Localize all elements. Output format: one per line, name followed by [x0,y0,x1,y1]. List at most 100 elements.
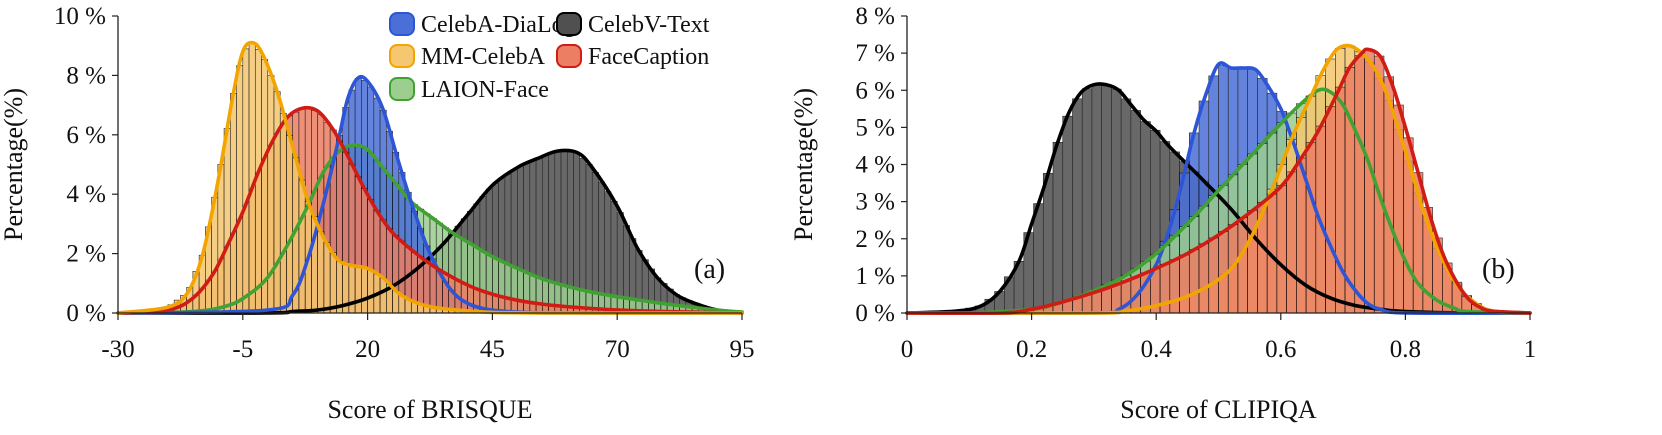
y-tick-label: 5 % [855,114,895,141]
histogram-bar [1189,249,1200,314]
histogram-bar [1091,291,1102,314]
panel-label: (b) [1482,254,1515,285]
x-axis-title: Score of BRISQUE [327,395,532,424]
y-tick-label: 4 % [66,181,106,208]
x-tick-label: 70 [605,336,630,363]
density-line-celebv_text [905,82,1532,315]
histogram-bar [1198,243,1210,314]
legend-label: LAION-Face [421,77,549,103]
histogram-bar [298,179,306,314]
histogram-bar [1286,171,1297,314]
histogram-bar [223,128,231,314]
chart-panel-a: -30 -5 20 45 70 95 0 % 2 % 4 % 6 % 8 % 10 % Score of… [0,3,755,424]
histogram-bar [1335,86,1346,314]
histogram-bar [1101,287,1112,314]
histogram-bar [1062,115,1073,314]
histogram-bar [354,266,362,314]
y-tick-label: 0 % [855,300,895,327]
histogram-bar [261,59,269,314]
x-tick-label: 0.6 [1265,336,1296,363]
x-tick-label: -5 [232,336,253,363]
histogram-bar [1072,98,1083,314]
density-line-mm_celeba [116,40,744,315]
histogram-bar [367,270,375,314]
x-tick-label: 0.8 [1390,336,1421,363]
y-tick-label: 0 % [66,300,106,327]
histogram-bar [1081,88,1093,314]
histogram-bar [317,231,325,314]
histogram-bar [1169,259,1180,314]
histogram-bar [1101,84,1112,314]
legend-label: FaceCaption [588,44,709,70]
histogram-bar [1179,254,1190,314]
y-tick-label: 1 % [855,263,895,290]
y-tick-label: 2 % [855,226,895,253]
histogram-bar [329,252,337,314]
histogram-bar [1208,237,1219,314]
histogram-bar [273,91,281,314]
legend-item-laion_face: LAION-Face [389,77,549,103]
histogram-bar [361,267,368,314]
x-tick-label: 0 [901,336,914,363]
y-tick-label: 4 % [855,152,895,179]
legend-item-facecaption: FaceCaption [556,44,709,70]
histogram-bar [279,112,287,314]
density-line-facecaption [116,105,744,315]
y-tick-label: 8 % [66,62,106,89]
histogram-bar [467,285,474,314]
legend-label: CelebA-DiaLog [421,12,576,38]
x-tick-label: 1 [1524,336,1537,363]
legend-item-celeba_dialog: CelebA-DiaLog [389,12,576,38]
density-line-laion_face [905,87,1532,316]
legend-swatch [389,12,415,36]
x-tick-label: 95 [730,336,755,363]
legend-swatch [556,12,582,36]
y-axis-title: Percentage(%) [0,88,28,241]
legend-swatch [389,77,415,101]
x-tick-label: -30 [101,336,134,363]
y-tick-label: 6 % [855,77,895,104]
legend-label: CelebV-Text [588,12,710,38]
histogram-bar [1237,217,1248,314]
histogram-bar [1091,84,1102,314]
histogram-bar [236,65,244,314]
histogram-bar [286,135,294,314]
histogram-bar [323,242,331,314]
density-line-celeba_dialog [116,74,744,315]
histogram-bar [1276,185,1287,314]
y-tick-label: 8 % [855,3,895,30]
y-tick-label: 7 % [855,40,895,67]
legend: CelebA-DiaLog CelebV-Text MM-CelebA FaceCap… [389,12,710,103]
histogram-bar [1042,173,1054,314]
histogram-bar [1364,49,1375,314]
legend-swatch [389,44,415,68]
histogram-bar [1052,141,1064,314]
density-line-celebv_text [116,148,744,315]
histogram-bar [1033,203,1044,314]
histogram-bar [1325,106,1336,314]
density-line-celeba_dialog [905,61,1532,316]
histogram-bar [242,48,250,314]
histogram-bar [230,93,237,314]
x-tick-label: 20 [355,336,380,363]
histogram-bar [348,264,356,314]
legend-item-mm_celeba: MM-CelebA [389,44,546,70]
x-axis-title: Score of CLIPIQA [1120,395,1317,424]
legend-label: MM-CelebA [421,44,546,70]
y-tick-label: 3 % [855,189,895,216]
y-tick-label: 2 % [66,241,106,268]
legend-swatch [556,44,582,68]
x-tick-label: 0.4 [1141,336,1173,363]
x-tick-label: 0.2 [1016,336,1047,363]
histogram-bar [379,277,387,314]
density-line-laion_face [116,143,744,315]
density-line-facecaption [905,47,1532,316]
y-tick-label: 10 % [54,3,106,30]
chart-panel-b: 0 0.2 0.4 0.6 0.8 1 0 % 1 % 2 % 3 % 4 % 5 % 6 % 7 % 8 … [789,3,1536,424]
legend-item-celebv_text: CelebV-Text [556,12,710,38]
y-axis-title: Percentage(%) [789,88,818,241]
y-tick-label: 6 % [66,122,106,149]
x-tick-label: 45 [480,336,505,363]
